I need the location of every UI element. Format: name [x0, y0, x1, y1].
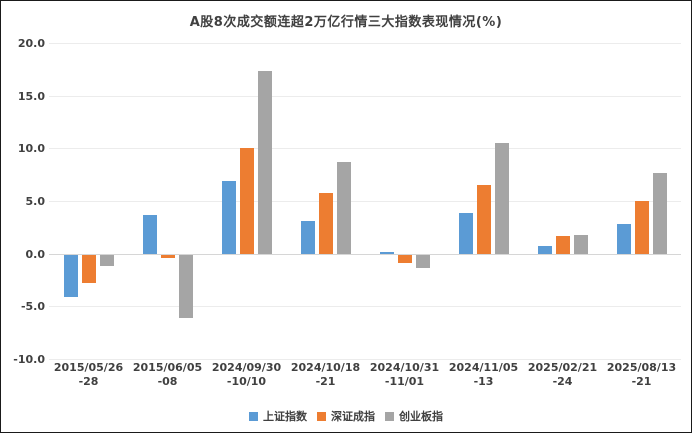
- category-label-line1: 2024/10/31: [369, 361, 440, 374]
- y-axis-tick-label: -5.0: [20, 300, 45, 314]
- legend-swatch-icon: [385, 411, 394, 421]
- category-label-line1: 2015/06/05: [132, 361, 203, 374]
- category-label-line1: 2015/05/26: [53, 361, 124, 374]
- category-label-line2: -08: [157, 375, 178, 388]
- bar: [616, 224, 631, 254]
- gridline: [49, 95, 681, 97]
- bar: [300, 221, 315, 254]
- y-axis-tick-label: 0.0: [25, 247, 46, 261]
- category-label: 2024/11/05 -13: [444, 361, 523, 389]
- category-label-line1: 2024/09/30: [211, 361, 282, 374]
- bar: [81, 254, 96, 284]
- category-label-line1: 2024/10/18: [290, 361, 361, 374]
- bar: [634, 201, 649, 254]
- category-label: 2024/10/18 -21: [286, 361, 365, 389]
- bar: [160, 254, 175, 258]
- gridline: [49, 359, 681, 360]
- bar: [415, 254, 430, 269]
- gridline: [49, 43, 681, 44]
- bar: [221, 180, 236, 254]
- legend-item: 上证指数: [249, 408, 307, 424]
- bar: [494, 143, 509, 254]
- legend-swatch-icon: [317, 411, 326, 421]
- legend-label: 上证指数: [263, 410, 307, 423]
- bar: [63, 254, 78, 297]
- category-label-line2: -24: [552, 375, 573, 388]
- bar: [178, 254, 193, 318]
- plot-area: 20.0 15.0 10.0 5.0 0.0 -5.0 -10.0: [13, 37, 681, 366]
- category-label-line2: -21: [315, 375, 336, 388]
- y-axis-tick-label: 20.0: [17, 37, 45, 50]
- bar: [336, 162, 351, 254]
- gridline: [49, 148, 681, 150]
- legend: 上证指数 深证成指 创业板指: [1, 408, 691, 424]
- category-label-line2: -11/01: [384, 375, 425, 388]
- category-label-line1: 2025/08/13: [606, 361, 677, 374]
- category-label: 2024/09/30 -10/10: [207, 361, 286, 389]
- category-label-line1: 2024/11/05: [448, 361, 519, 374]
- category-label: 2024/10/31 -11/01: [365, 361, 444, 389]
- bar: [142, 214, 157, 254]
- chart-title: A股8次成交额连超2万亿行情三大指数表现情况(%): [189, 15, 503, 30]
- category-label: 2015/05/26 -28: [49, 361, 128, 389]
- legend-label: 创业板指: [399, 410, 443, 423]
- category-label-line2: -13: [473, 375, 494, 388]
- y-axis-tick-label: 10.0: [17, 142, 45, 156]
- legend-swatch-icon: [249, 411, 258, 421]
- bar: [239, 148, 254, 254]
- bar: [476, 185, 491, 254]
- legend-item: 创业板指: [385, 408, 443, 424]
- bar: [652, 172, 667, 254]
- bar: [99, 254, 114, 267]
- bar: [458, 212, 473, 254]
- category-label-line2: -10/10: [226, 375, 267, 388]
- bar: [318, 192, 333, 254]
- bar: [257, 71, 272, 254]
- category-label-line2: -21: [631, 375, 652, 388]
- y-axis-tick-label: 15.0: [17, 89, 45, 103]
- category-label-line2: -28: [78, 375, 99, 388]
- bar: [537, 246, 552, 254]
- x-axis-labels: 2015/05/26 -28 2015/06/05 -08 2024/09/30 -10/…: [49, 361, 681, 395]
- y-axis-tick-label: -10.0: [13, 353, 45, 366]
- category-label-line1: 2025/02/21: [527, 361, 598, 374]
- gridline: [49, 253, 681, 255]
- gridline: [49, 201, 681, 202]
- bar: [555, 235, 570, 254]
- category-label: 2015/06/05 -08: [128, 361, 207, 389]
- legend-item: 深证成指: [317, 408, 375, 424]
- category-label: 2025/08/13 -21: [602, 361, 681, 389]
- bar: [379, 251, 394, 254]
- y-axis-tick-label: 5.0: [25, 195, 46, 208]
- category-label: 2025/02/21 -24: [523, 361, 602, 389]
- legend-label: 深证成指: [331, 410, 375, 423]
- gridline: [49, 306, 681, 308]
- bar: [573, 234, 588, 254]
- bar: [397, 254, 412, 264]
